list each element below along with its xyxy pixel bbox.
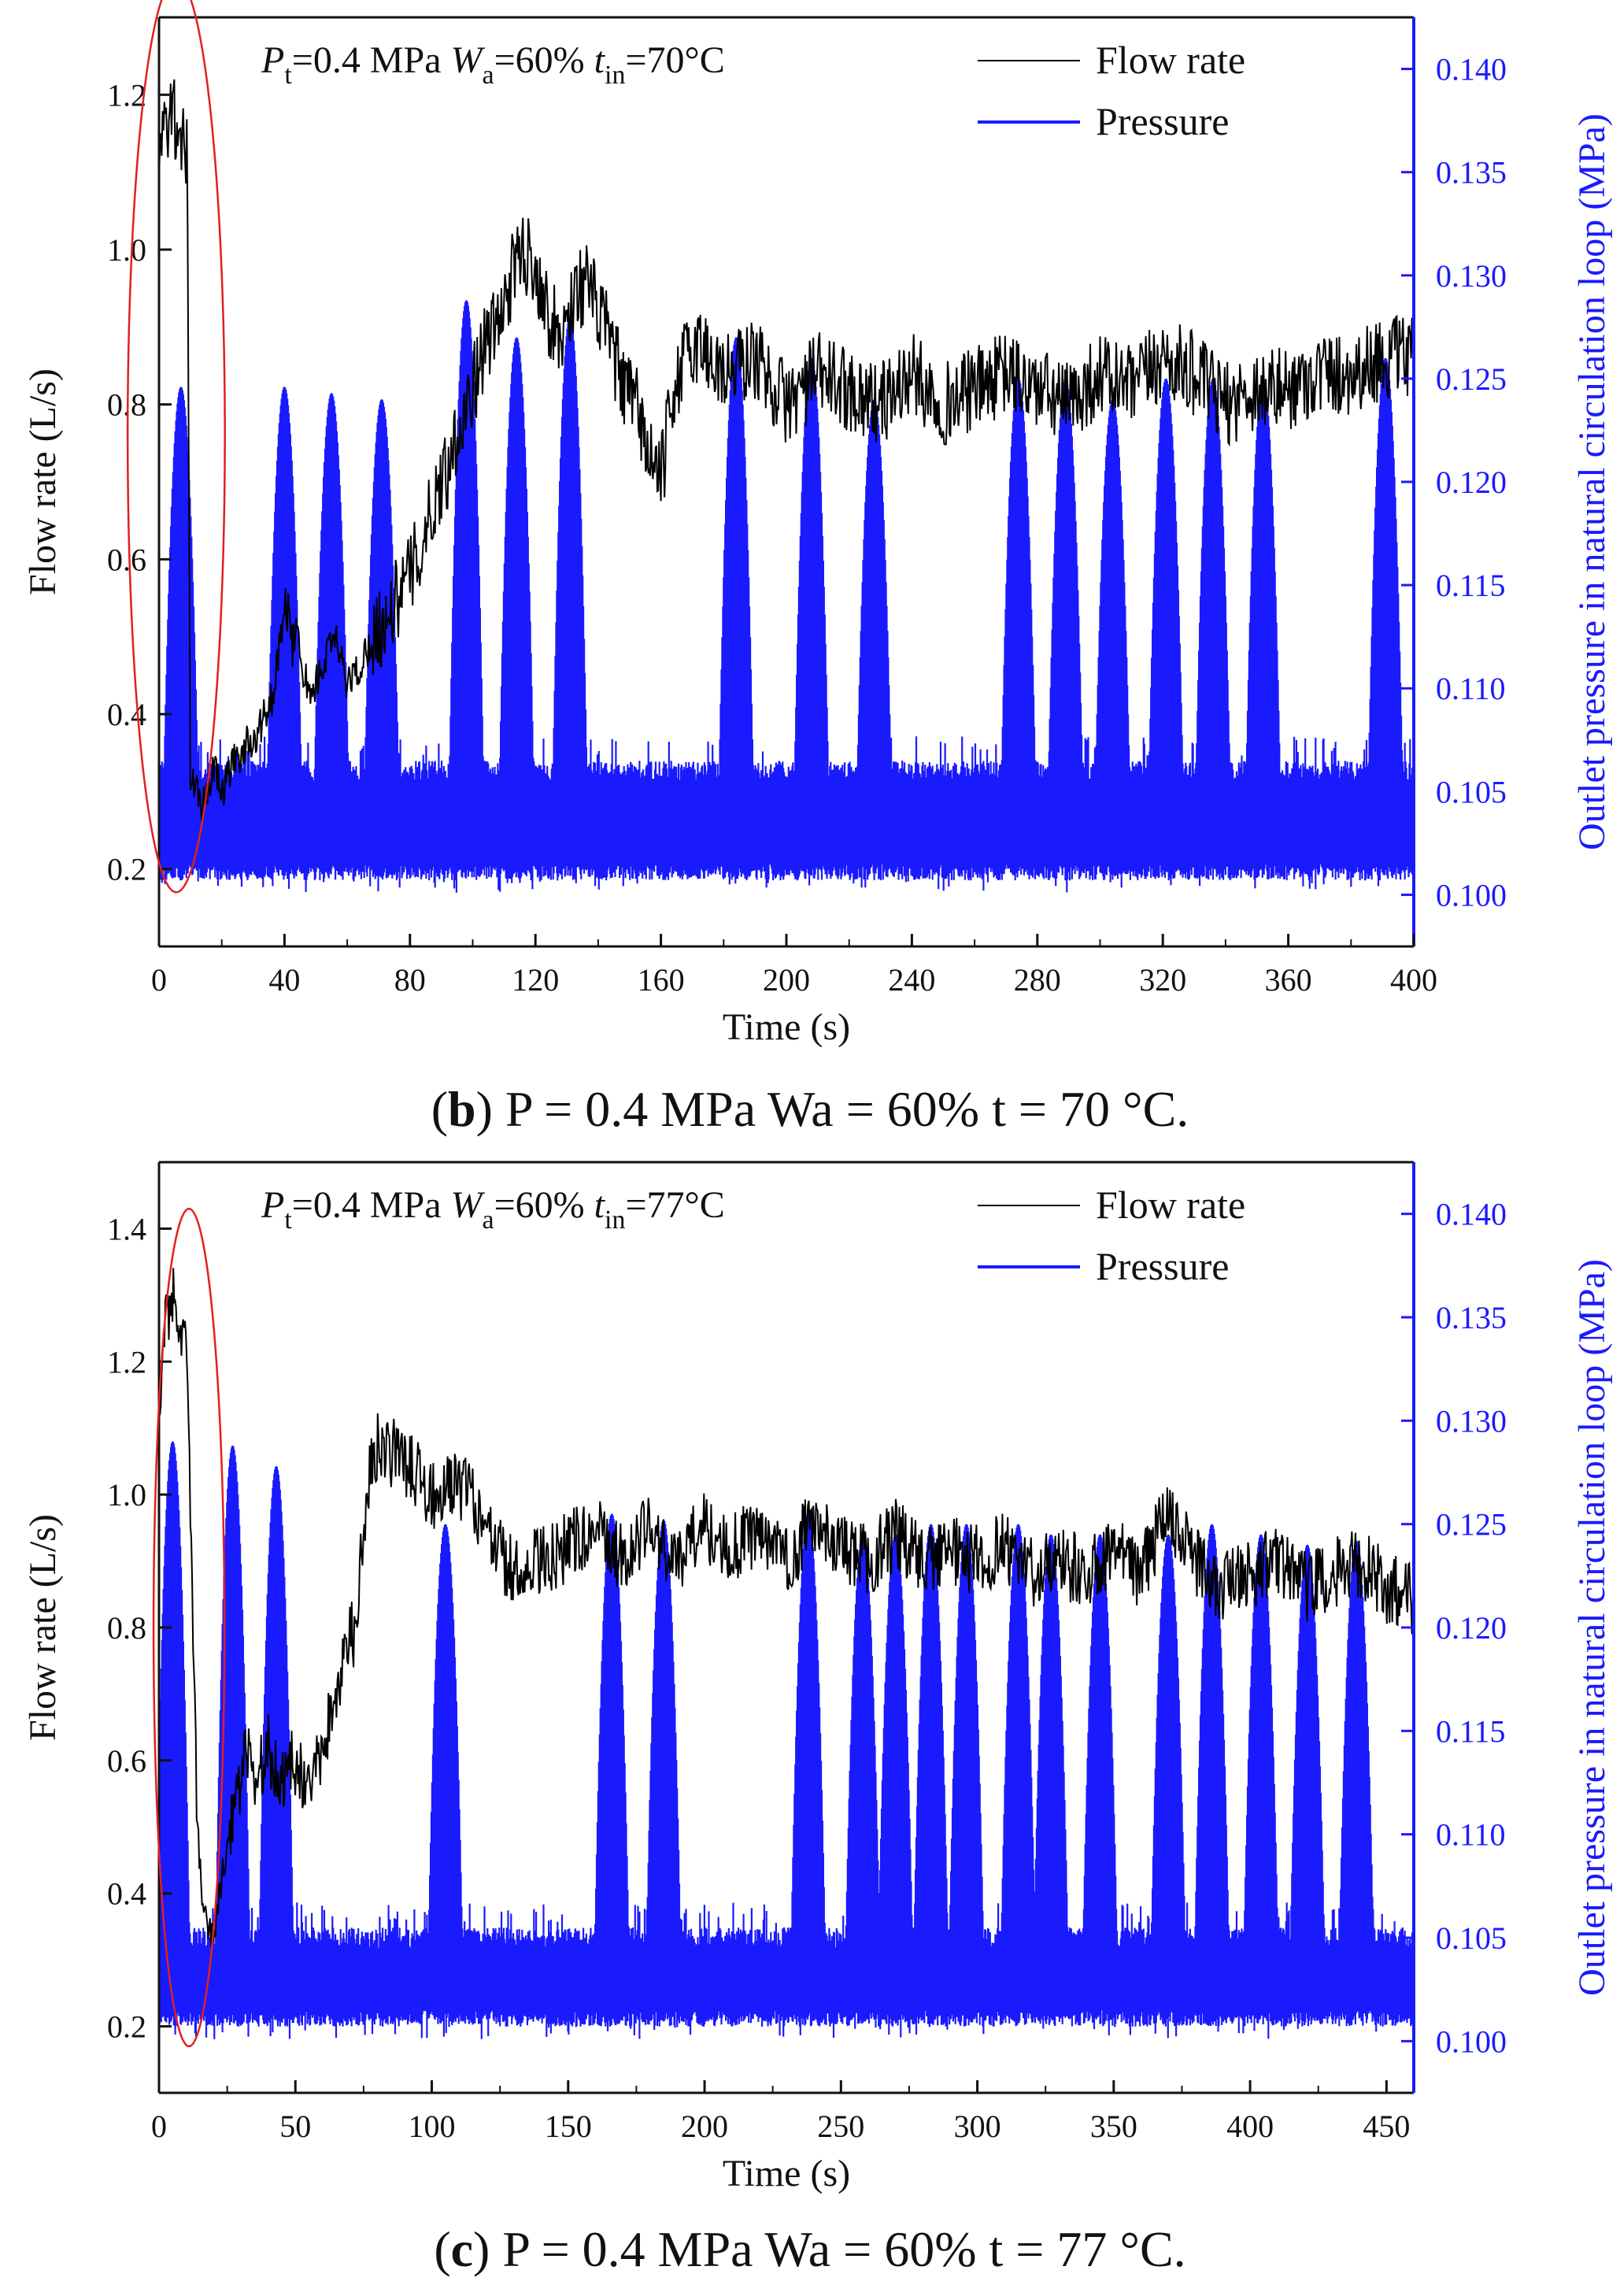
legend-label: Pressure	[1096, 99, 1229, 143]
chart-panel-c: 0 50 100 150 200 250 300 350 400 450 0.2 0.4 0.6 0.8 1…	[0, 1134, 1620, 2296]
y-tick-label: 0.6	[107, 1743, 146, 1779]
annotation-text: =60%	[494, 39, 594, 81]
y-right-tick-label: 0.105	[1436, 1920, 1507, 1956]
y-tick-label: 0.2	[107, 2009, 146, 2045]
annotation-subscript: t	[284, 61, 292, 90]
chart-b-svg: 0 40 80 120 160 200 240 280 320 360 400 0.2 0.4 0.6 0.…	[22, 0, 1613, 1048]
chart-panel-b: 0 40 80 120 160 200 240 280 320 360 400 0.2 0.4 0.6 0.…	[0, 0, 1620, 1072]
x-tick-label: 280	[1014, 962, 1061, 998]
annotation-subscript: in	[605, 1205, 625, 1235]
y-right-tick-label: 0.105	[1436, 774, 1507, 809]
caption-b: (b) P = 0.4 MPa Wa = 60% t = 70 °C.	[431, 1081, 1189, 1137]
y-right-tick-label: 0.135	[1436, 1300, 1507, 1335]
chart-c-svg: 0 50 100 150 200 250 300 350 400 450 0.2 0.4 0.6 0.8 1…	[22, 1161, 1613, 2194]
highlight-ellipse	[152, 1207, 226, 2048]
y-tick-label: 1.2	[107, 1344, 146, 1379]
y-right-tick-label: 0.125	[1436, 1507, 1507, 1542]
x-tick-label: 240	[888, 962, 935, 998]
x-tick-label: 120	[512, 962, 559, 998]
x-axis-title: Time (s)	[723, 2153, 850, 2194]
x-tick-label: 300	[954, 2109, 1001, 2144]
annotation-text: P	[261, 39, 284, 81]
x-tick-label: 350	[1090, 2109, 1137, 2144]
y-tick-label: 0.8	[107, 1610, 146, 1646]
annotation-subscript: t	[284, 1205, 292, 1235]
flow-rate-line	[158, 1268, 1415, 1947]
x-tick-label: 400	[1390, 962, 1437, 998]
legend-label: Flow rate	[1096, 38, 1245, 82]
caption-c-label: c	[450, 2221, 474, 2277]
y-right-tick-label: 0.115	[1436, 1713, 1506, 1749]
y-right-axis-title: Outlet pressure in natural circulation l…	[1571, 113, 1613, 850]
y-tick-label: 1.0	[107, 232, 146, 268]
y-right-tick-label: 0.115	[1436, 568, 1506, 603]
annotation-text: =0.4 MPa	[292, 1184, 451, 1226]
y-right-tick-label: 0.125	[1436, 361, 1507, 397]
x-tick-label: 360	[1265, 962, 1312, 998]
annotation-text: W	[451, 1184, 486, 1226]
condition-annotation: Pt=0.4 MPa Wa=60% tin=77°C	[261, 1184, 725, 1235]
annotation-subscript: a	[483, 1205, 494, 1235]
y-right-tick-label: 0.110	[1436, 1817, 1506, 1853]
y-right-tick-label: 0.110	[1436, 671, 1506, 706]
y-right-tick-label: 0.140	[1436, 52, 1507, 87]
y-axis-title: Flow rate (L/s)	[22, 368, 64, 595]
caption-c-text: P = 0.4 MPa Wa = 60% t = 77 °C.	[502, 2221, 1186, 2277]
x-tick-label: 200	[681, 2109, 728, 2144]
x-tick-label: 150	[545, 2109, 592, 2144]
y-right-axis-title: Outlet pressure in natural circulation l…	[1571, 1259, 1613, 1996]
annotation-text: W	[451, 39, 486, 81]
x-tick-label: 0	[151, 962, 167, 998]
annotation-text: t	[594, 1184, 606, 1226]
x-tick-label: 100	[409, 2109, 456, 2144]
annotation-text: t	[594, 39, 606, 81]
annotation-text: =0.4 MPa	[292, 39, 451, 81]
y-axis-title: Flow rate (L/s)	[22, 1514, 64, 1741]
flow-rate-line	[158, 79, 1415, 824]
annotation-text: =70°C	[625, 39, 724, 81]
y-tick-label: 1.4	[107, 1211, 146, 1246]
y-right-tick-label: 0.140	[1436, 1197, 1507, 1232]
y-right-tick-label: 0.135	[1436, 155, 1507, 191]
annotation-text: P	[261, 1184, 284, 1226]
x-tick-label: 40	[268, 962, 300, 998]
legend-label: Flow rate	[1096, 1183, 1245, 1227]
y-tick-label: 0.4	[107, 1876, 146, 1912]
y-tick-label: 0.4	[107, 697, 146, 732]
annotation-text: =77°C	[625, 1184, 724, 1226]
x-tick-label: 200	[763, 962, 810, 998]
x-axis-title: Time (s)	[723, 1006, 850, 1048]
x-tick-label: 80	[394, 962, 426, 998]
y-tick-label: 1.2	[107, 77, 146, 113]
x-tick-label: 0	[151, 2109, 167, 2144]
x-tick-label: 50	[279, 2109, 311, 2144]
caption-b-label: b	[448, 1081, 476, 1137]
y-right-tick-label: 0.120	[1436, 1610, 1507, 1646]
legend-label: Pressure	[1096, 1244, 1229, 1288]
y-right-tick-label: 0.130	[1436, 258, 1507, 294]
y-right-tick-label: 0.120	[1436, 465, 1507, 500]
annotation-text: =60%	[494, 1184, 594, 1226]
y-right-tick-label: 0.100	[1436, 2024, 1507, 2059]
x-tick-label: 450	[1363, 2109, 1410, 2144]
y-right-tick-label: 0.100	[1436, 877, 1507, 913]
y-tick-label: 0.2	[107, 852, 146, 887]
annotation-subscript: in	[605, 61, 625, 90]
condition-annotation: Pt=0.4 MPa Wa=60% tin=70°C	[261, 39, 725, 90]
x-tick-label: 160	[638, 962, 685, 998]
y-right-tick-label: 0.130	[1436, 1403, 1507, 1439]
highlight-ellipse	[126, 0, 226, 894]
x-tick-label: 320	[1139, 962, 1186, 998]
caption-b-text: P = 0.4 MPa Wa = 60% t = 70 °C.	[505, 1081, 1189, 1137]
y-tick-label: 1.0	[107, 1477, 146, 1513]
y-tick-label: 0.6	[107, 542, 146, 577]
caption-c: (c) P = 0.4 MPa Wa = 60% t = 77 °C.	[434, 2221, 1186, 2277]
x-tick-label: 400	[1226, 2109, 1274, 2144]
x-tick-label: 250	[817, 2109, 864, 2144]
annotation-subscript: a	[483, 61, 494, 90]
